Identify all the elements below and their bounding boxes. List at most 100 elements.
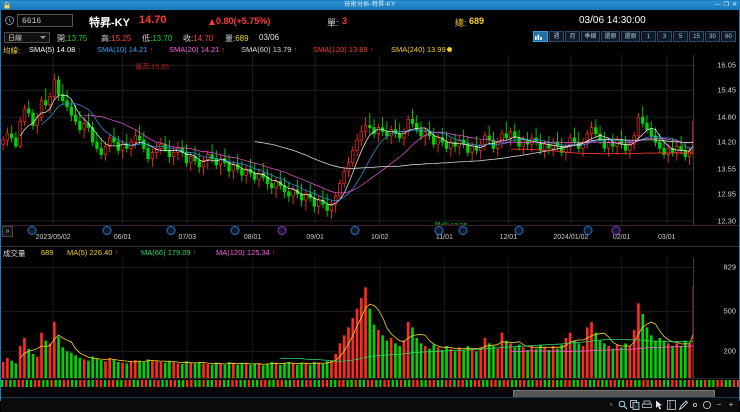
moving-average-row: 均線: SMA(5) 14.08 ↑ SMA(10) 14.21 ↑ SMA(2…: [1, 44, 739, 55]
price-tick: 14.20: [717, 137, 736, 147]
close-label: 收:: [183, 34, 194, 43]
bottom-toolbar: ▫ −: [1, 397, 739, 412]
stock-name: 特昇-KY: [89, 17, 130, 29]
symbol-input[interactable]: 6616: [17, 14, 73, 27]
window-controls: — ❐ ✕: [715, 1, 737, 10]
clock-icon[interactable]: [5, 16, 14, 25]
month-marker-icon: [611, 226, 621, 235]
tab-month[interactable]: 月: [565, 31, 580, 42]
horizontal-scrollbar[interactable]: [1, 389, 739, 398]
tab-60min[interactable]: 60: [721, 31, 736, 42]
price-plot-area[interactable]: 最高:15.85 最低:12.35: [1, 55, 694, 225]
tab-quarter[interactable]: 季線: [581, 31, 600, 42]
date-tick: 06/01: [113, 234, 132, 241]
quote-header: 6616 特昇-KY 14.70 0.80(+5.75%) 單: 3 總: 68…: [1, 10, 739, 32]
month-marker-icon: [583, 226, 593, 235]
price-tick: 14.80: [717, 112, 736, 122]
volume-ma120[interactable]: MA(120) 125.34 ↑: [216, 248, 276, 257]
volume-current: 689: [41, 248, 54, 257]
tab-3min[interactable]: 3: [657, 31, 672, 42]
month-marker-icon: [350, 226, 360, 235]
volume-value: 689: [235, 34, 249, 43]
volume-label: 量:: [225, 34, 236, 43]
dot-icon: [446, 47, 452, 52]
volume-title: 成交量: [3, 249, 26, 258]
volume-tick: 500: [723, 306, 736, 316]
month-marker-icon: [102, 226, 112, 235]
volume-ma5[interactable]: MA(5) 226.40 ↑: [67, 248, 119, 257]
ohlc-row: 日線 開:13.75 高:15.25 低:13.70 收:14.70 量:689…: [1, 31, 739, 44]
chart-icon[interactable]: [533, 31, 548, 42]
maximize-button[interactable]: ❐: [723, 2, 729, 8]
low-value: 13.70: [152, 34, 173, 43]
volume-plot-area[interactable]: [1, 258, 694, 378]
chevron-down-icon: [40, 36, 46, 39]
price-change: 0.80(+5.75%): [209, 16, 270, 26]
tab-restore-2[interactable]: 還原: [621, 31, 640, 42]
price-tick: 12.30: [717, 216, 736, 226]
date-tick: 2023/05/02: [35, 234, 71, 241]
ma-sma10[interactable]: SMA(10) 14.21 ↑: [97, 45, 154, 54]
lot-value: 3: [342, 16, 348, 26]
total-volume-label: 總:: [455, 18, 467, 28]
tab-1min[interactable]: 1: [641, 31, 656, 42]
month-marker-icon: [166, 226, 176, 235]
tab-week[interactable]: 週: [549, 31, 564, 42]
date-tick: 10/02: [371, 234, 389, 241]
price-axis: 16.05 15.45 14.80 14.20 13.55 12.95 12.30: [693, 55, 739, 225]
last-price: 14.70: [139, 14, 167, 26]
period-select[interactable]: 日線: [4, 32, 50, 43]
ma-sma240[interactable]: SMA(240) 13.99: [391, 45, 452, 54]
expand-icon[interactable]: »: [2, 226, 13, 237]
price-chart-pane[interactable]: 最高:15.85 最低:12.35 16.05 15.45 14.80 14.20 13…: [1, 55, 739, 225]
month-marker-icon: [277, 226, 287, 235]
volume-chart-pane[interactable]: 829 500 200: [1, 258, 739, 378]
low-label: 低:: [142, 34, 153, 43]
lot-label: 單:: [327, 18, 339, 28]
open-label: 開:: [57, 34, 68, 43]
tab-30min[interactable]: 30: [705, 31, 720, 42]
up-triangle-icon: [209, 19, 215, 25]
month-marker-icon: [514, 226, 524, 235]
volume-ma66[interactable]: MA(66) 179.09 ↑: [141, 248, 197, 257]
tab-restore-1[interactable]: 還原: [601, 31, 620, 42]
date-tick: 09/01: [306, 234, 324, 241]
total-volume-value: 689: [469, 16, 485, 26]
price-tick: 12.95: [717, 189, 736, 199]
close-button[interactable]: ✕: [731, 2, 737, 8]
ma-sma5[interactable]: SMA(5) 14.08 ↑: [29, 45, 81, 54]
bar-date: 03/06: [259, 33, 280, 42]
title-bar: 技術分析-特昇-KY — ❐ ✕: [1, 1, 739, 10]
date-tick: 08/01: [243, 234, 262, 241]
minimize-button[interactable]: —: [714, 2, 721, 8]
volume-bars-svg: [1, 258, 694, 378]
open-value: 13.75: [67, 34, 88, 43]
volume-tick: 200: [723, 346, 736, 356]
high-value: 15.25: [111, 34, 132, 43]
date-tick: 2024/01/02: [553, 234, 589, 241]
high-annotation: 最高:15.85: [135, 63, 169, 71]
ma-title: 均線:: [3, 46, 21, 55]
ma-sma60[interactable]: SMA(60) 13.79 ↑: [241, 45, 298, 54]
low-annotation: 最低:12.35: [434, 221, 467, 225]
period-tabs: 週 月 季線 還原 還原 1 3 5 15 30 60: [533, 31, 736, 42]
ma-sma20[interactable]: SMA(20) 14.21 ↑: [169, 45, 226, 54]
date-tick: 11/01: [435, 234, 453, 241]
tab-15min[interactable]: 15: [689, 31, 704, 42]
tab-5min[interactable]: 5: [673, 31, 688, 42]
volume-header: 成交量 689 MA(5) 226.40 ↑ MA(66) 179.09 ↑ M…: [1, 246, 739, 258]
high-label: 高:: [101, 34, 112, 43]
price-tick: 15.45: [717, 85, 736, 95]
close-value: 14.70: [193, 34, 214, 43]
month-marker-icon: [230, 226, 240, 235]
date-axis: » 2023/05/02 06/01 07/03 08/01 09/01 10/02 11/…: [1, 225, 739, 246]
window-title: 技術分析-特昇-KY: [344, 2, 396, 8]
volume-tick: 829: [723, 262, 736, 272]
ma-sma120[interactable]: SMA(120) 13.69 ↑: [313, 45, 374, 54]
date-tick: 03/01: [658, 234, 676, 241]
mini-overview-strip[interactable]: [1, 378, 739, 389]
price-candlestick-svg: [1, 55, 694, 225]
price-tick: 13.55: [717, 164, 736, 174]
volume-axis: 829 500 200: [693, 258, 739, 378]
mini-strip-svg: [1, 380, 739, 387]
